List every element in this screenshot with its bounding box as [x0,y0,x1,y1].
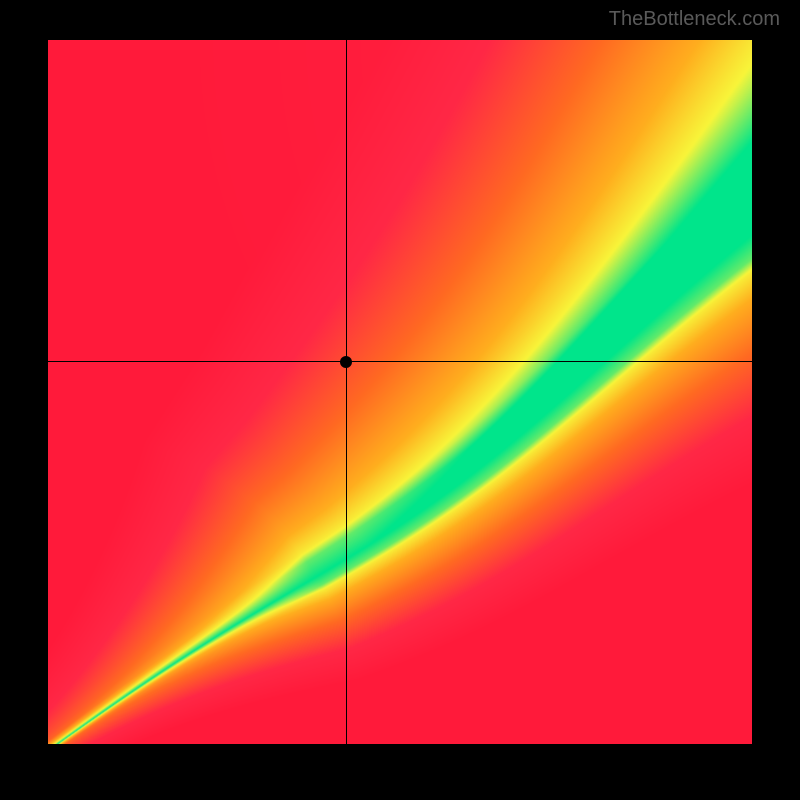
watermark-text: TheBottleneck.com [609,8,780,31]
crosshair-vertical [346,40,347,744]
heatmap-plot [48,40,752,744]
data-point-marker [340,356,352,368]
heatmap-canvas [48,40,752,744]
crosshair-horizontal [48,361,752,362]
